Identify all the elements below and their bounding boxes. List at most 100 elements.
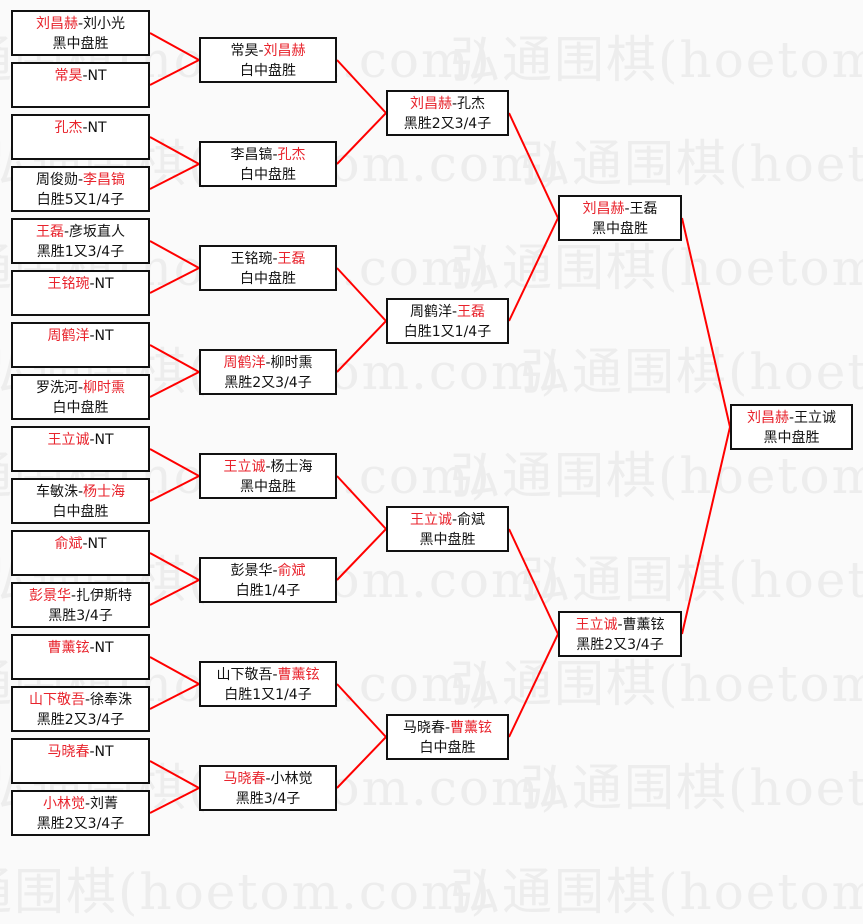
winner-name: 刘昌赫 bbox=[582, 201, 625, 217]
connector-line bbox=[149, 136, 200, 165]
player-name: 彭景华 bbox=[230, 563, 273, 579]
separator: - bbox=[82, 68, 88, 84]
match-result: 黑中盘胜 bbox=[763, 430, 820, 446]
separator: - bbox=[272, 147, 278, 163]
connector-line bbox=[336, 267, 387, 322]
player-name: 柳时熏 bbox=[270, 355, 313, 371]
match-box: 常昊-NT bbox=[11, 62, 150, 108]
match-result: 白中盘胜 bbox=[240, 167, 296, 183]
bracket-connectors bbox=[149, 32, 731, 814]
player-name: 罗洗河 bbox=[35, 380, 78, 396]
match-result bbox=[13, 658, 148, 678]
player-name: 王立诚 bbox=[794, 410, 837, 426]
connector-line bbox=[149, 448, 200, 477]
match-players: 刘昌赫-王磊 bbox=[560, 199, 680, 219]
match-players: 孔杰-NT bbox=[13, 118, 148, 138]
final-match-box: 刘昌赫-王立诚黑中盘胜 bbox=[730, 404, 853, 450]
match-players: 刘昌赫-王立诚 bbox=[732, 408, 851, 428]
separator: - bbox=[788, 410, 795, 426]
match-box: 刘昌赫-孔杰 黑胜2又3/4子 bbox=[386, 90, 509, 136]
player-name: 扎伊斯特 bbox=[76, 588, 133, 604]
match-result bbox=[13, 346, 148, 366]
match-box: 马晓春-小林觉 黑胜3/4子 bbox=[199, 765, 337, 811]
player-name: NT bbox=[87, 68, 107, 84]
separator: - bbox=[617, 617, 623, 633]
winner-name: 王磊 bbox=[457, 304, 486, 320]
match-box: 罗洗河-柳时熏 白中盘胜 bbox=[11, 374, 150, 420]
match-result bbox=[13, 138, 148, 158]
winner-name: 周鹤洋 bbox=[223, 355, 266, 371]
separator: - bbox=[84, 796, 91, 812]
watermark-text: 弘通围棋(hoetom.com) bbox=[0, 863, 492, 921]
match-box: 俞斌-NT bbox=[11, 530, 150, 576]
connector-line bbox=[336, 112, 387, 165]
match-players: 常昊-NT bbox=[13, 66, 148, 86]
match-box: 王铭琬-王磊 白中盘胜 bbox=[199, 245, 337, 291]
winner-name: 曹薰铉 bbox=[450, 720, 493, 736]
match-result: 黑胜2又3/4子 bbox=[224, 375, 312, 391]
match-result: 白胜1又1/4子 bbox=[224, 687, 312, 703]
winner-name: 刘昌赫 bbox=[409, 96, 452, 112]
connector-line bbox=[149, 656, 200, 685]
match-box: 王立诚-曹薰铉 黑胜2又3/4子 bbox=[558, 611, 682, 657]
winner-name: 柳时熏 bbox=[83, 380, 126, 396]
connector-line bbox=[336, 320, 387, 373]
match-players: 山下敬吾-曹薰铉 bbox=[201, 665, 335, 685]
match-box: 孔杰-NT bbox=[11, 114, 150, 160]
player-name: 曹薰铉 bbox=[622, 617, 665, 633]
player-name: 刘菁 bbox=[90, 796, 119, 812]
match-box: 车敏洙-杨士海 白中盘胜 bbox=[11, 478, 150, 524]
match-players: 周俊勋-李昌镐 bbox=[13, 170, 148, 190]
separator: - bbox=[89, 640, 95, 656]
connector-line bbox=[336, 475, 387, 530]
separator: - bbox=[89, 328, 95, 344]
match-box: 李昌镐-孔杰 白中盘胜 bbox=[199, 141, 337, 187]
match-result: 黑中盘胜 bbox=[52, 36, 109, 52]
watermark-text: 弘通围棋(hoetom.com) bbox=[450, 863, 863, 921]
winner-name: 孔杰 bbox=[54, 120, 83, 136]
match-box: 周鹤洋-NT bbox=[11, 322, 150, 368]
player-name: 徐奉洙 bbox=[90, 692, 133, 708]
separator: - bbox=[63, 224, 70, 240]
match-players: 彭景华-俞斌 bbox=[201, 561, 335, 581]
separator: - bbox=[82, 536, 88, 552]
match-players: 马晓春-曹薰铉 bbox=[388, 718, 507, 738]
match-box: 马晓春-NT bbox=[11, 738, 150, 784]
winner-name: 马晓春 bbox=[223, 771, 266, 787]
match-players: 罗洗河-柳时熏 bbox=[13, 378, 148, 398]
match-result bbox=[13, 450, 148, 470]
match-result: 黑胜2又3/4子 bbox=[36, 712, 125, 728]
match-players: 刘昌赫-刘小光 bbox=[13, 14, 148, 34]
match-result: 黑胜2又3/4子 bbox=[403, 116, 492, 132]
winner-name: 山下敬吾 bbox=[28, 692, 85, 708]
player-name: NT bbox=[94, 640, 114, 656]
match-players: 车敏洙-杨士海 bbox=[13, 482, 148, 502]
separator: - bbox=[77, 484, 84, 500]
winner-name: 俞斌 bbox=[277, 563, 306, 579]
match-players: 王铭琬-NT bbox=[13, 274, 148, 294]
match-box: 周鹤洋-柳时熏 黑胜2又3/4子 bbox=[199, 349, 337, 395]
match-result: 黑中盘胜 bbox=[592, 221, 648, 237]
connector-line bbox=[149, 163, 200, 190]
separator: - bbox=[258, 43, 264, 59]
winner-name: 刘昌赫 bbox=[35, 16, 78, 32]
player-name: 周俊勋 bbox=[35, 172, 78, 188]
match-players: 彭景华-扎伊斯特 bbox=[13, 586, 148, 606]
connector-line bbox=[149, 267, 200, 294]
match-players: 马晓春-小林觉 bbox=[201, 769, 335, 789]
match-players: 王铭琬-王磊 bbox=[201, 249, 335, 269]
connector-line bbox=[336, 528, 387, 581]
match-box: 马晓春-曹薰铉 白中盘胜 bbox=[386, 714, 509, 760]
separator: - bbox=[82, 120, 88, 136]
match-result bbox=[13, 294, 148, 314]
match-box: 山下敬吾-徐奉洙 黑胜2又3/4子 bbox=[11, 686, 150, 732]
connector-line bbox=[149, 760, 200, 789]
match-box: 刘昌赫-刘小光黑中盘胜 bbox=[11, 10, 150, 56]
match-result: 黑中盘胜 bbox=[419, 532, 476, 548]
separator: - bbox=[624, 201, 630, 217]
match-box: 王铭琬-NT bbox=[11, 270, 150, 316]
separator: - bbox=[89, 744, 95, 760]
winner-name: 曹薰铉 bbox=[47, 640, 90, 656]
match-result: 黑胜2又3/4子 bbox=[576, 637, 664, 653]
match-result bbox=[13, 554, 148, 574]
